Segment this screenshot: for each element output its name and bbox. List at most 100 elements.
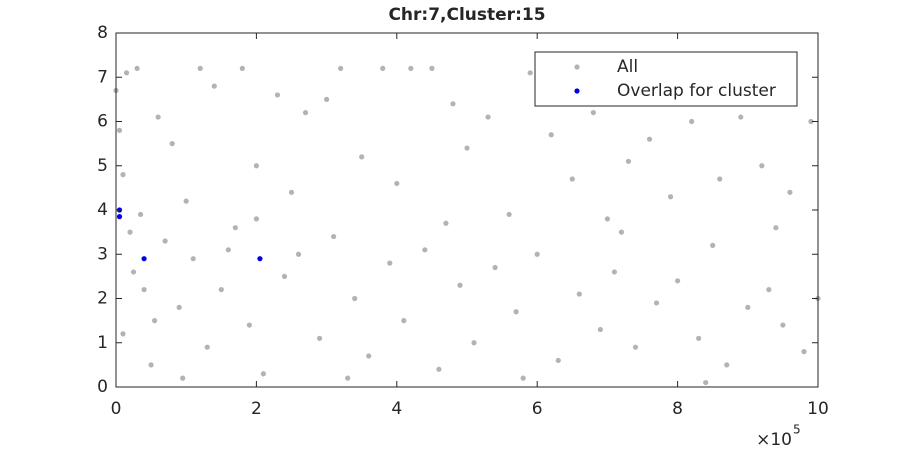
x-tick-label: 2 bbox=[251, 399, 262, 419]
scatter-point bbox=[152, 318, 158, 324]
scatter-point bbox=[485, 114, 491, 120]
scatter-point bbox=[183, 198, 189, 204]
scatter-point bbox=[569, 176, 575, 182]
scatter-point bbox=[274, 92, 281, 98]
scatter-point bbox=[408, 65, 414, 71]
scatter-point bbox=[281, 273, 288, 279]
scatter-point bbox=[155, 114, 161, 120]
scatter-point bbox=[169, 141, 175, 147]
scatter-point bbox=[429, 65, 435, 71]
y-tick-label: 7 bbox=[97, 67, 108, 87]
scatter-point bbox=[359, 154, 365, 160]
scatter-point bbox=[148, 362, 154, 368]
scatter-point bbox=[120, 331, 126, 337]
scatter-point bbox=[257, 256, 263, 262]
scatter-point bbox=[380, 65, 386, 71]
legend-marker bbox=[574, 64, 580, 70]
scatter-point bbox=[576, 291, 582, 297]
chart-title: Chr:7,Cluster:15 bbox=[388, 5, 545, 25]
x-tick-label: 6 bbox=[532, 399, 543, 419]
scatter-point bbox=[197, 65, 203, 71]
x-tick-label: 0 bbox=[111, 399, 122, 419]
x-tick-label: 8 bbox=[672, 399, 683, 419]
scatter-point bbox=[116, 214, 123, 220]
scatter-point bbox=[696, 335, 702, 341]
y-tick-label: 6 bbox=[97, 112, 108, 132]
scatter-point bbox=[689, 118, 695, 125]
legend-marker bbox=[574, 88, 580, 94]
scatter-point bbox=[180, 375, 186, 381]
plot-area bbox=[113, 65, 821, 386]
scatter-point bbox=[618, 229, 625, 235]
scatter-point bbox=[134, 65, 140, 71]
scatter-point bbox=[225, 247, 231, 253]
scatter-point bbox=[457, 282, 463, 288]
scatter-point bbox=[176, 304, 182, 310]
scatter-point bbox=[232, 225, 238, 231]
legend-label: All bbox=[617, 57, 638, 77]
scatter-point bbox=[548, 132, 554, 138]
scatter-point bbox=[611, 269, 618, 275]
scatter-point bbox=[141, 287, 147, 293]
scatter-point bbox=[253, 216, 259, 222]
scatter-point bbox=[724, 362, 730, 368]
scatter-point bbox=[471, 340, 477, 346]
x-tick-label: 4 bbox=[391, 399, 402, 419]
scatter-point bbox=[464, 145, 470, 151]
scatter-point bbox=[190, 256, 196, 262]
scatter-point bbox=[137, 211, 144, 218]
scatter-point bbox=[759, 163, 765, 169]
scatter-point bbox=[555, 357, 561, 364]
scatter-point bbox=[366, 353, 372, 359]
scatter-point bbox=[710, 242, 716, 248]
x-multiplier-exponent: 5 bbox=[793, 423, 801, 437]
scatter-point bbox=[653, 300, 660, 306]
scatter-point bbox=[667, 194, 674, 200]
scatter-point bbox=[331, 233, 337, 240]
y-tick-label: 8 bbox=[97, 23, 108, 43]
scatter-point bbox=[204, 344, 210, 350]
scatter-point bbox=[675, 278, 681, 284]
scatter-point bbox=[527, 70, 533, 76]
scatter-point bbox=[436, 366, 442, 372]
scatter-point bbox=[116, 127, 123, 133]
scatter-point bbox=[295, 251, 302, 257]
legend-label: Overlap for cluster bbox=[617, 81, 776, 101]
scatter-point bbox=[534, 251, 540, 257]
scatter-point bbox=[450, 101, 456, 107]
scatter-point bbox=[520, 375, 526, 381]
scatter-point bbox=[422, 247, 428, 253]
scatter-point bbox=[127, 229, 133, 235]
scatter-point bbox=[745, 304, 751, 310]
scatter-point bbox=[506, 211, 512, 218]
scatter-point bbox=[130, 269, 137, 275]
y-tick-label: 3 bbox=[97, 244, 108, 264]
scatter-point bbox=[632, 344, 639, 350]
scatter-point bbox=[345, 375, 351, 381]
scatter-point bbox=[401, 318, 407, 324]
scatter-point bbox=[590, 110, 596, 116]
scatter-point bbox=[801, 349, 807, 355]
scatter-point bbox=[352, 295, 358, 302]
scatter-point bbox=[443, 220, 449, 226]
scatter-point bbox=[253, 163, 259, 169]
scatter-point bbox=[646, 136, 653, 142]
scatter-point bbox=[246, 322, 252, 328]
x-multiplier-base: ×10 bbox=[756, 430, 792, 450]
scatter-point bbox=[787, 189, 793, 195]
scatter-point bbox=[773, 225, 779, 231]
scatter-point bbox=[604, 216, 611, 222]
legend-box bbox=[534, 51, 798, 107]
scatter-point bbox=[703, 379, 709, 386]
scatter-point bbox=[780, 322, 786, 328]
y-tick-label: 0 bbox=[97, 377, 108, 397]
scatter-point bbox=[766, 287, 772, 293]
scatter-point bbox=[288, 189, 295, 195]
scatter-point bbox=[123, 70, 130, 76]
scatter-point bbox=[338, 65, 344, 71]
scatter-point bbox=[492, 264, 498, 271]
scatter-point bbox=[260, 371, 267, 377]
scatter-point bbox=[211, 83, 217, 89]
scatter-point bbox=[324, 96, 330, 102]
